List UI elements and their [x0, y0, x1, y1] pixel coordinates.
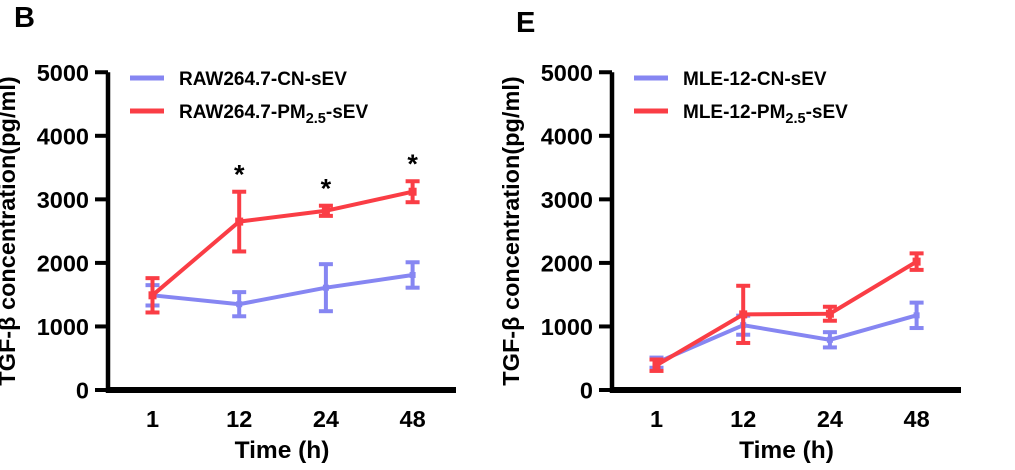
y-tick-label: 4000	[37, 123, 89, 149]
data-point-marker	[148, 291, 157, 300]
x-tick-label: 1	[146, 406, 159, 432]
significance-star: *	[321, 174, 332, 204]
data-point-marker	[912, 257, 921, 266]
x-tick-label: 24	[313, 406, 339, 432]
y-tick-label: 3000	[37, 187, 89, 213]
x-axis-title: Time (h)	[235, 437, 330, 464]
x-tick-label: 48	[904, 406, 930, 432]
data-point-marker	[739, 310, 748, 319]
series-line-pm25	[655, 259, 918, 367]
y-axis-title: TGF-β concentration(pg/ml)	[0, 76, 20, 385]
y-tick-label: 1000	[37, 314, 89, 340]
series-line-cn	[152, 272, 413, 307]
y-tick-label: 0	[580, 378, 593, 404]
x-tick-label: 1	[650, 406, 663, 432]
y-tick-label: 5000	[37, 60, 89, 86]
legend-label: RAW264.7-CN-sEV	[179, 69, 347, 90]
x-tick-label: 12	[226, 406, 252, 432]
data-point-marker	[322, 284, 329, 291]
data-point-marker	[235, 217, 244, 226]
significance-star: *	[234, 160, 245, 190]
data-point-marker	[652, 361, 661, 370]
series-line-cn	[655, 313, 918, 365]
y-tick-label: 3000	[541, 187, 593, 213]
y-tick-label: 0	[76, 378, 89, 404]
y-tick-label: 2000	[37, 250, 89, 276]
data-point-marker	[321, 206, 330, 215]
data-point-marker	[825, 309, 834, 318]
panel-e: 0 1000 2000 3000 4000 5000 TGF-β concentration…	[498, 60, 961, 464]
y-tick-label: 1000	[541, 314, 593, 340]
data-point-marker	[409, 271, 416, 278]
y-tick-label: 5000	[541, 60, 593, 86]
data-point-marker	[826, 336, 833, 343]
x-axis-title: Time (h)	[739, 437, 834, 464]
legend-label: RAW264.7-PM2.5-sEV	[179, 102, 368, 127]
legend-label: MLE-12-CN-sEV	[683, 69, 827, 90]
panel-b: 0 1000 2000 3000 4000 5000 TGF-β concentration…	[0, 60, 456, 464]
panel-label-e: E	[516, 7, 536, 39]
data-point-marker	[913, 312, 920, 319]
panel-label-b: B	[14, 2, 35, 34]
significance-star: *	[407, 149, 418, 179]
legend-label: MLE-12-PM2.5-sEV	[683, 102, 848, 127]
y-tick-label: 4000	[541, 123, 593, 149]
x-tick-label: 12	[730, 406, 756, 432]
data-point-marker	[408, 187, 417, 196]
y-axis-title: TGF-β concentration(pg/ml)	[498, 76, 524, 385]
series-line-pm25	[151, 189, 414, 297]
x-tick-label: 24	[817, 406, 843, 432]
x-tick-label: 48	[400, 406, 426, 432]
y-tick-label: 2000	[541, 250, 593, 276]
data-point-marker	[236, 301, 243, 308]
